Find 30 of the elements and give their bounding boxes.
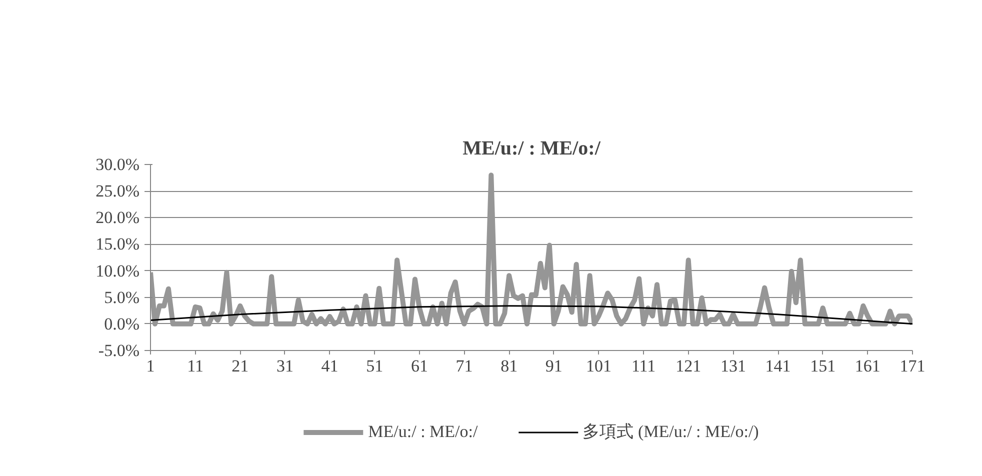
x-tick-label: 101 xyxy=(586,356,612,376)
y-tick-label: 15.0% xyxy=(96,234,140,254)
x-tick-label: 11 xyxy=(187,356,204,376)
y-tick-label: 10.0% xyxy=(96,261,140,280)
x-tick-label: 1 xyxy=(146,356,155,376)
x-tick-label: 71 xyxy=(456,356,473,376)
x-tick-label: 51 xyxy=(366,356,384,376)
x-tick-label: 131 xyxy=(720,356,746,376)
legend-label: 多項式 (ME/u:/ : ME/o:/) xyxy=(582,421,759,443)
y-tick-label: 20.0% xyxy=(96,208,140,228)
x-tick-label: 61 xyxy=(410,356,428,376)
x-tick-label: 171 xyxy=(900,356,926,376)
y-tick-label: 25.0% xyxy=(96,182,140,201)
x-tick-label: 41 xyxy=(321,356,338,376)
y-tick-label: 0.0% xyxy=(104,314,140,334)
x-tick-label: 161 xyxy=(854,356,880,376)
x-tick-label: 151 xyxy=(810,356,836,376)
legend-label: ME/u:/ : ME/o:/ xyxy=(368,422,478,442)
x-tick-label: 141 xyxy=(765,356,791,376)
x-tick-label: 121 xyxy=(676,356,702,376)
x-tick-label: 21 xyxy=(232,356,249,376)
line-series xyxy=(150,305,912,325)
y-tick-label: -5.0% xyxy=(98,341,140,360)
x-tick-label: 31 xyxy=(276,356,294,376)
y-tick-label: 5.0% xyxy=(104,288,140,307)
x-tick-label: 111 xyxy=(631,356,656,376)
x-tick-label: 81 xyxy=(500,356,518,376)
y-tick-label: 30.0% xyxy=(96,155,140,174)
x-tick-label: 91 xyxy=(545,356,562,376)
chart-title: ME/u:/ : ME/o:/ xyxy=(462,138,601,160)
